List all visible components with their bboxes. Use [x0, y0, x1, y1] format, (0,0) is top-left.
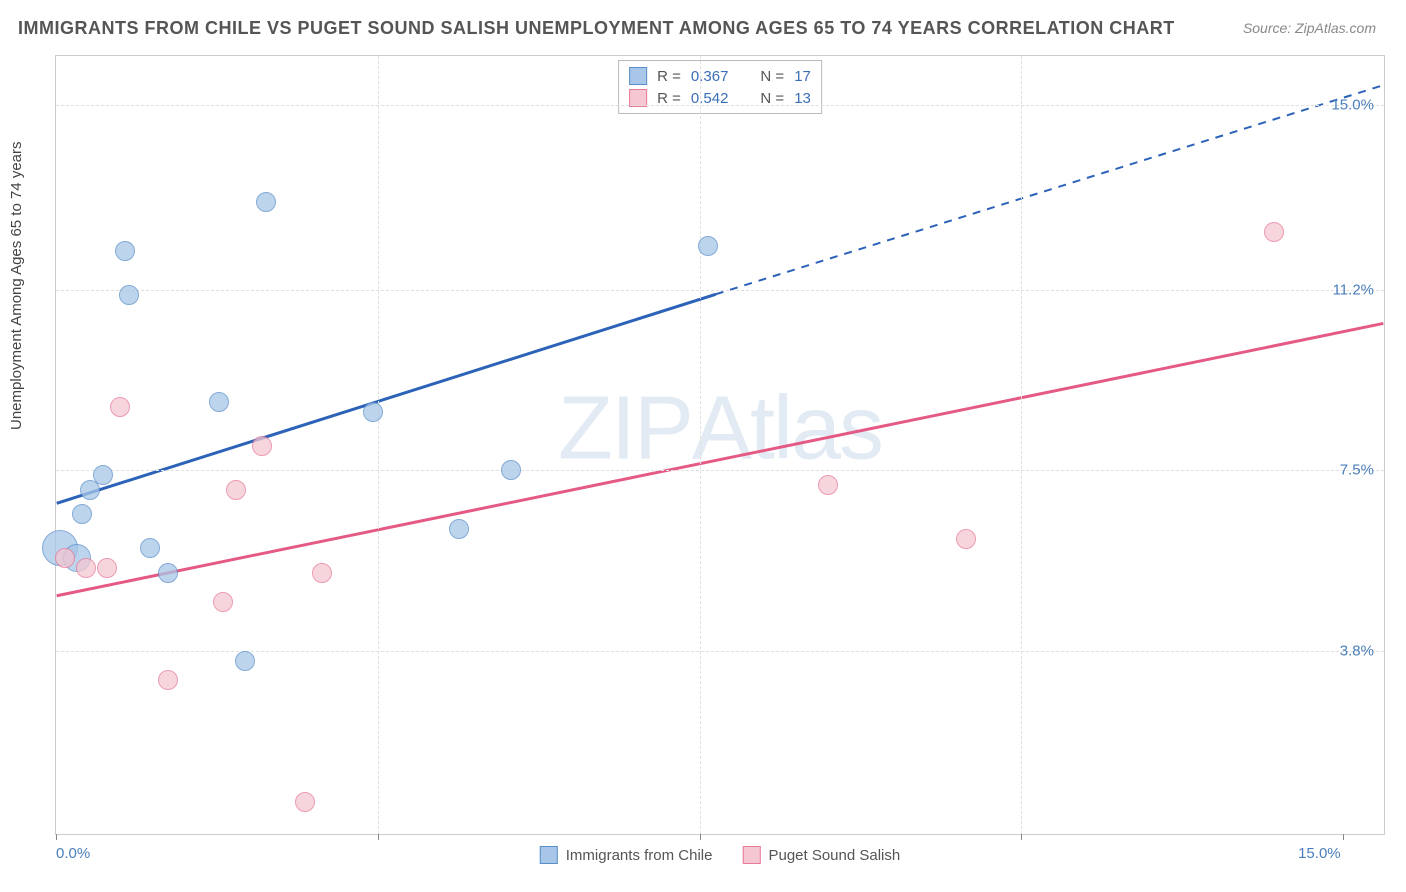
- data-point: [72, 504, 92, 524]
- x-tick-mark: [1021, 834, 1022, 840]
- y-tick-label: 7.5%: [1340, 462, 1374, 479]
- data-point: [55, 548, 75, 568]
- legend-item: Immigrants from Chile: [540, 846, 713, 864]
- legend-swatch: [742, 846, 760, 864]
- grid-line-horizontal: [56, 105, 1384, 106]
- data-point: [226, 480, 246, 500]
- chart-title: IMMIGRANTS FROM CHILE VS PUGET SOUND SAL…: [18, 18, 1175, 39]
- grid-line-horizontal: [56, 651, 1384, 652]
- data-point: [235, 651, 255, 671]
- data-point: [76, 558, 96, 578]
- data-point: [252, 436, 272, 456]
- y-axis-label: Unemployment Among Ages 65 to 74 years: [8, 141, 25, 430]
- data-point: [449, 519, 469, 539]
- data-point: [312, 563, 332, 583]
- plot-area: ZIPAtlas R = 0.367N = 17R = 0.542N = 13 …: [55, 55, 1385, 835]
- data-point: [818, 475, 838, 495]
- stats-legend: R = 0.367N = 17R = 0.542N = 13: [618, 60, 822, 114]
- legend-label: Immigrants from Chile: [566, 847, 713, 864]
- grid-line-vertical: [700, 56, 701, 834]
- legend-swatch: [540, 846, 558, 864]
- series-legend: Immigrants from Chile Puget Sound Salish: [540, 846, 900, 864]
- data-point: [93, 465, 113, 485]
- data-point: [115, 241, 135, 261]
- y-tick-label: 15.0%: [1331, 96, 1374, 113]
- y-tick-label: 3.8%: [1340, 642, 1374, 659]
- x-tick-label: 0.0%: [56, 845, 90, 862]
- data-point: [363, 402, 383, 422]
- data-point: [119, 285, 139, 305]
- trend-line-dashed: [716, 85, 1384, 294]
- data-point: [209, 392, 229, 412]
- x-tick-label: 15.0%: [1298, 845, 1341, 862]
- source-label: Source: ZipAtlas.com: [1243, 20, 1376, 36]
- data-point: [1264, 222, 1284, 242]
- trend-line: [57, 294, 716, 503]
- trend-line: [57, 323, 1384, 595]
- watermark: ZIPAtlas: [558, 378, 882, 481]
- data-point: [295, 792, 315, 812]
- data-point: [501, 460, 521, 480]
- y-tick-label: 11.2%: [1333, 282, 1374, 299]
- data-point: [110, 397, 130, 417]
- data-point: [140, 538, 160, 558]
- data-point: [213, 592, 233, 612]
- legend-item: Puget Sound Salish: [742, 846, 900, 864]
- x-tick-mark: [1343, 834, 1344, 840]
- legend-swatch: [629, 67, 647, 85]
- grid-line-horizontal: [56, 290, 1384, 291]
- legend-label: Puget Sound Salish: [768, 847, 900, 864]
- x-tick-mark: [56, 834, 57, 840]
- stat-legend-row: R = 0.367 N = 17: [629, 65, 811, 87]
- stat-r-label: R =: [657, 68, 681, 85]
- data-point: [698, 236, 718, 256]
- grid-line-horizontal: [56, 470, 1384, 471]
- stat-r-value: 0.367: [691, 68, 729, 85]
- x-tick-mark: [378, 834, 379, 840]
- data-point: [956, 529, 976, 549]
- grid-line-vertical: [1021, 56, 1022, 834]
- stat-n-label: N =: [760, 68, 784, 85]
- data-point: [158, 670, 178, 690]
- data-point: [97, 558, 117, 578]
- data-point: [256, 192, 276, 212]
- x-tick-mark: [700, 834, 701, 840]
- stat-n-value: 17: [794, 68, 811, 85]
- data-point: [158, 563, 178, 583]
- grid-line-vertical: [378, 56, 379, 834]
